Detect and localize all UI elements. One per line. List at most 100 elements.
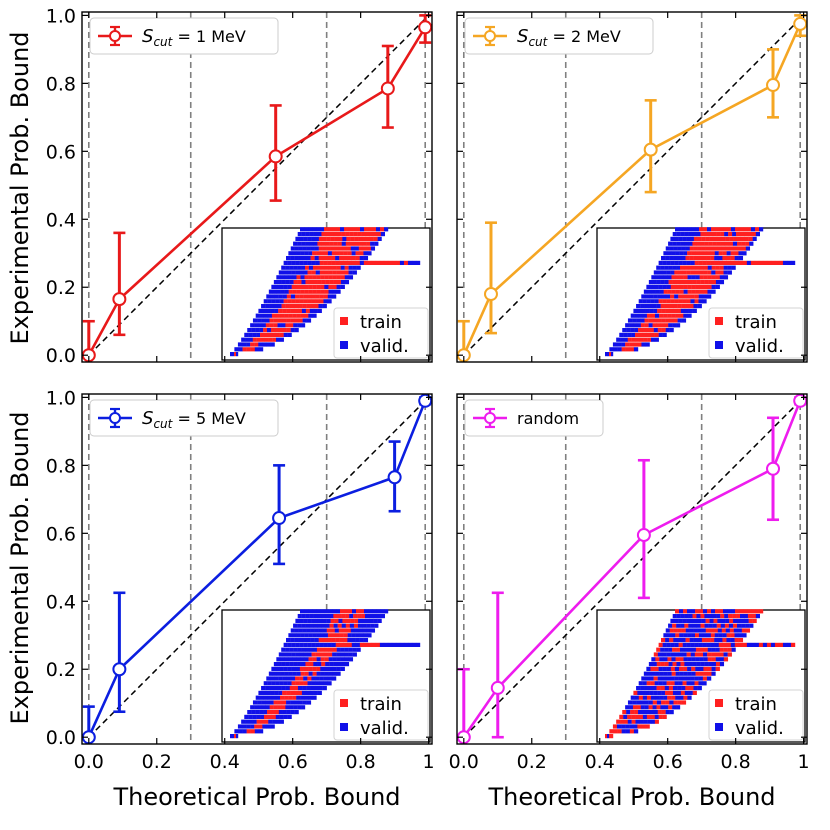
inset-cell-valid [697, 628, 702, 633]
inset-cell-valid [644, 304, 649, 309]
inset-cell-train [267, 714, 273, 719]
inset-cell-valid [645, 308, 650, 313]
inset-cell-train [619, 714, 624, 719]
inset-cell-valid [655, 671, 660, 676]
x-tick-label: 0.6 [278, 751, 308, 773]
inset-cell-valid [310, 628, 315, 633]
inset-cell-valid [363, 633, 368, 638]
inset-cell-train [357, 241, 363, 246]
inset-cell-valid [697, 686, 702, 691]
inset-cell-train [684, 623, 689, 628]
inset-cell-train [632, 705, 638, 710]
inset-cell-valid [627, 318, 633, 323]
inset-cell-train [342, 246, 347, 251]
inset-cell-valid [687, 647, 693, 652]
inset-cell-valid [679, 609, 684, 614]
inset-cell-train [705, 246, 710, 251]
inset-cell-train [320, 657, 325, 662]
inset-cell-valid [642, 681, 647, 686]
inset-cell-valid [279, 681, 284, 686]
inset-cell-valid [691, 647, 697, 652]
inset-cell-valid [315, 642, 320, 647]
inset-cell-train [353, 241, 359, 246]
inset-cell-valid [293, 623, 298, 628]
inset-cell-valid [665, 246, 670, 251]
inset-cell-valid [732, 241, 738, 246]
inset-cell-train [315, 652, 321, 657]
inset-cell-train [699, 289, 704, 294]
inset-cell-train [359, 642, 365, 647]
inset-cell-train [649, 328, 655, 333]
inset-cell-train [318, 256, 324, 261]
inset-cell-valid [274, 676, 279, 681]
inset-cell-valid [297, 614, 302, 619]
inset-cell-valid [311, 236, 316, 241]
inset-cell-train [312, 666, 317, 671]
inset-cell-train [281, 304, 286, 309]
inset-cell-valid [653, 710, 658, 715]
inset-cell-train [687, 251, 692, 256]
inset-cell-valid [304, 609, 309, 614]
inset-cell-valid [695, 227, 700, 232]
inset-cell-valid [351, 638, 356, 643]
inset-cell-train [677, 304, 682, 309]
inset-cell-valid [644, 700, 649, 705]
inset-cell-valid [755, 614, 760, 619]
inset-cell-valid [668, 662, 673, 667]
legend-marker [484, 30, 496, 42]
inset-cell-train [256, 719, 261, 724]
legend-box [89, 399, 279, 437]
inset-cell-valid [255, 313, 260, 318]
inset-cell-valid [328, 666, 333, 671]
inset-cell-train [668, 304, 674, 309]
inset-cell-valid [710, 642, 715, 647]
inset-cell-train [325, 241, 330, 246]
inset-cell-train [297, 304, 303, 309]
inset-cell-valid [703, 657, 708, 662]
inset-cell-valid [663, 251, 668, 256]
inset-cell-valid [256, 714, 261, 719]
inset-cell-valid [718, 638, 723, 643]
inset-cell-train [682, 270, 687, 275]
inset-cell-train [699, 275, 704, 280]
inset-cell-valid [698, 681, 703, 686]
inset-cell-valid [751, 227, 756, 232]
inset-cell-train [286, 308, 291, 313]
inset-cell-valid [653, 308, 658, 313]
inset-cell-valid [665, 676, 671, 681]
inset-cell-train [689, 256, 694, 261]
inset-cell-train [357, 614, 362, 619]
inset-cell-valid [629, 323, 634, 328]
inset-cell-valid [676, 232, 681, 237]
inset-cell-valid [612, 342, 618, 347]
inset-cell-train [264, 719, 269, 724]
inset-cell-valid [290, 700, 295, 705]
inset-cell-valid [267, 299, 272, 304]
inset-cell-valid [312, 313, 317, 318]
inset-cell-valid [276, 289, 281, 294]
inset-cell-train [277, 700, 283, 705]
inset-cell-valid [257, 705, 263, 710]
inset-cell-valid [698, 676, 704, 681]
inset-cell-valid [690, 652, 696, 657]
inset-cell-train [734, 251, 739, 256]
inset-cell-valid [292, 275, 297, 280]
inset-cell-train [736, 236, 742, 241]
inset-cell-train [330, 628, 335, 633]
inset-cell-train [349, 241, 355, 246]
inset-cell-valid [678, 236, 683, 241]
inset-cell-train [709, 236, 714, 241]
inset-cell-valid [236, 734, 239, 739]
inset-cell-valid [308, 671, 313, 676]
inset-cell-train [699, 265, 705, 270]
train-legend-label: train [360, 694, 402, 715]
inset-cell-train [725, 246, 731, 251]
inset-cell-valid [669, 256, 674, 261]
inset-cell-valid [307, 618, 312, 623]
inset-cell-train [725, 236, 730, 241]
inset-cell-train [293, 686, 299, 691]
inset-cell-train [678, 666, 684, 671]
inset-cell-train [332, 227, 337, 232]
inset-cell-train [338, 236, 343, 241]
inset-cell-train [289, 323, 294, 328]
